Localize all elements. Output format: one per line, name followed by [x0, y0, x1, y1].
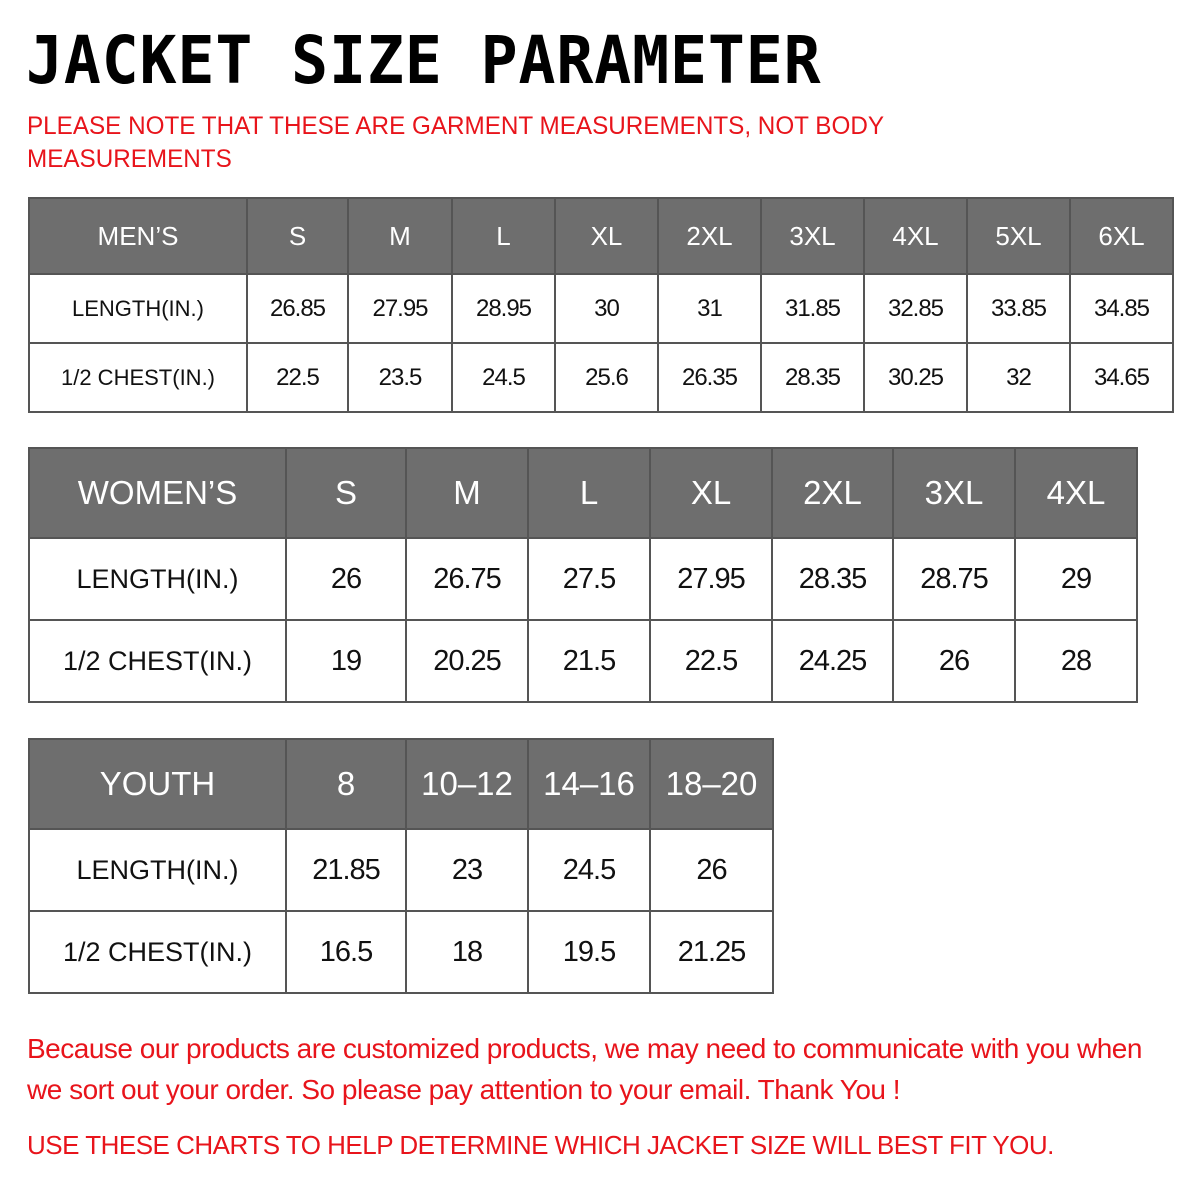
- measurement-value: 19: [285, 619, 407, 703]
- measurement-value: 31.85: [760, 273, 865, 344]
- size-header: 8: [285, 738, 407, 830]
- measurement-value: 26: [649, 828, 774, 912]
- measurement-value: 33.85: [966, 273, 1071, 344]
- size-header: XL: [554, 197, 659, 275]
- measurement-value: 24.25: [771, 619, 894, 703]
- size-header: 3XL: [892, 447, 1016, 539]
- mens-size-table: MEN’S S M L XL 2XL 3XL 4XL 5XL 6XL LENGTH(IN.) 26.8…: [28, 197, 1174, 413]
- measurement-value: 30: [554, 273, 659, 344]
- measurement-label: 1/2 CHEST(IN.): [28, 619, 287, 703]
- measurement-value: 16.5: [285, 910, 407, 994]
- category-header: WOMEN’S: [28, 447, 287, 539]
- womens-size-table: WOMEN’S S M L XL 2XL 3XL 4XL LENGTH(IN.) 26 26.75 2…: [28, 447, 1138, 703]
- measurement-value: 22.5: [246, 342, 349, 413]
- size-header: 14–16: [527, 738, 651, 830]
- measurement-value: 27.5: [527, 537, 651, 621]
- measurement-value: 25.6: [554, 342, 659, 413]
- size-header: 18–20: [649, 738, 774, 830]
- size-header: M: [405, 447, 529, 539]
- measurement-value: 30.25: [863, 342, 968, 413]
- category-header: YOUTH: [28, 738, 287, 830]
- table-header-row: WOMEN’S S M L XL 2XL 3XL 4XL: [28, 447, 1138, 539]
- measurement-value: 28.35: [760, 342, 865, 413]
- measurement-value: 27.95: [649, 537, 773, 621]
- measurement-value: 28: [1014, 619, 1138, 703]
- measurement-value: 26.75: [405, 537, 529, 621]
- measurement-value: 22.5: [649, 619, 773, 703]
- table-row: 1/2 CHEST(IN.) 16.5 18 19.5 21.25: [28, 910, 774, 994]
- table-row: LENGTH(IN.) 26.85 27.95 28.95 30 31 31.85 32.85…: [28, 273, 1174, 344]
- size-header: L: [527, 447, 651, 539]
- measurement-label: 1/2 CHEST(IN.): [28, 342, 248, 413]
- size-header: M: [347, 197, 453, 275]
- customization-message: Because our products are customized prod…: [27, 1033, 1142, 1105]
- table-header-row: YOUTH 8 10–12 14–16 18–20: [28, 738, 774, 830]
- category-header: MEN’S: [28, 197, 248, 275]
- table-row: 1/2 CHEST(IN.) 19 20.25 21.5 22.5 24.25 26 28: [28, 619, 1138, 703]
- measurement-value: 26.85: [246, 273, 349, 344]
- size-header: 2XL: [771, 447, 894, 539]
- size-advice: USE THESE CHARTS TO HELP DETERMINE WHICH…: [27, 1130, 1054, 1160]
- measurement-label: 1/2 CHEST(IN.): [28, 910, 287, 994]
- measurement-note: PLEASE NOTE THAT THESE ARE GARMENT MEASU…: [27, 112, 884, 173]
- size-header: 5XL: [966, 197, 1071, 275]
- measurement-value: 31: [657, 273, 762, 344]
- measurement-value: 19.5: [527, 910, 651, 994]
- measurement-value: 24.5: [527, 828, 651, 912]
- measurement-value: 28.75: [892, 537, 1016, 621]
- size-header: 6XL: [1069, 197, 1174, 275]
- measurement-value: 18: [405, 910, 529, 994]
- measurement-value: 20.25: [405, 619, 529, 703]
- measurement-value: 24.5: [451, 342, 556, 413]
- measurement-value: 32.85: [863, 273, 968, 344]
- measurement-value: 34.65: [1069, 342, 1174, 413]
- measurement-value: 34.85: [1069, 273, 1174, 344]
- page-title: JACKET SIZE PARAMETER: [26, 22, 822, 99]
- size-header: 3XL: [760, 197, 865, 275]
- size-header: L: [451, 197, 556, 275]
- measurement-value: 21.25: [649, 910, 774, 994]
- table-row: LENGTH(IN.) 21.85 23 24.5 26: [28, 828, 774, 912]
- table-row: LENGTH(IN.) 26 26.75 27.5 27.95 28.35 28.75 29: [28, 537, 1138, 621]
- size-header: S: [285, 447, 407, 539]
- measurement-value: 23: [405, 828, 529, 912]
- measurement-value: 28.35: [771, 537, 894, 621]
- measurement-value: 28.95: [451, 273, 556, 344]
- measurement-value: 21.5: [527, 619, 651, 703]
- measurement-value: 23.5: [347, 342, 453, 413]
- size-header: XL: [649, 447, 773, 539]
- size-header: S: [246, 197, 349, 275]
- table-header-row: MEN’S S M L XL 2XL 3XL 4XL 5XL 6XL: [28, 197, 1174, 275]
- measurement-value: 32: [966, 342, 1071, 413]
- size-header: 4XL: [1014, 447, 1138, 539]
- measurement-value: 29: [1014, 537, 1138, 621]
- measurement-value: 26: [892, 619, 1016, 703]
- size-header: 2XL: [657, 197, 762, 275]
- measurement-value: 27.95: [347, 273, 453, 344]
- measurement-label: LENGTH(IN.): [28, 273, 248, 344]
- measurement-value: 26.35: [657, 342, 762, 413]
- table-row: 1/2 CHEST(IN.) 22.5 23.5 24.5 25.6 26.35 28.35…: [28, 342, 1174, 413]
- measurement-value: 21.85: [285, 828, 407, 912]
- measurement-value: 26: [285, 537, 407, 621]
- measurement-label: LENGTH(IN.): [28, 828, 287, 912]
- size-header: 4XL: [863, 197, 968, 275]
- measurement-label: LENGTH(IN.): [28, 537, 287, 621]
- size-header: 10–12: [405, 738, 529, 830]
- youth-size-table: YOUTH 8 10–12 14–16 18–20 LENGTH(IN.) 21.85 23 2…: [28, 738, 774, 994]
